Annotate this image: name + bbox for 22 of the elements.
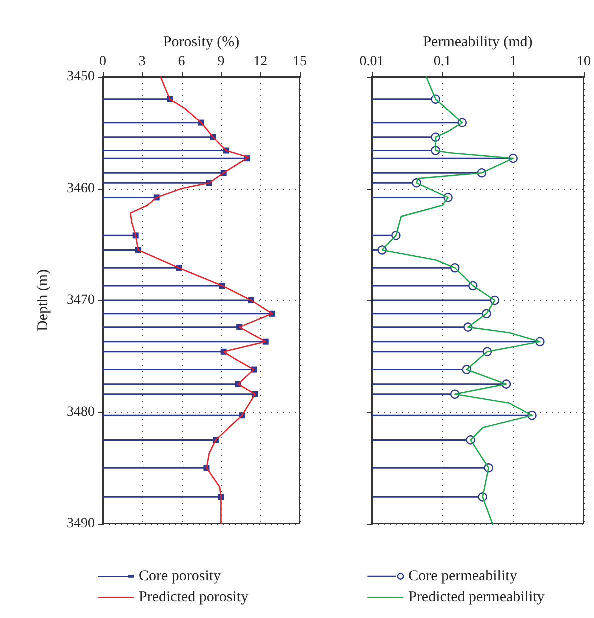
x-tick-label: 0.1	[434, 54, 452, 70]
y-tick-label: 3470	[67, 293, 95, 308]
y-tick-label: 3490	[67, 516, 95, 532]
x-tick-label: 10	[577, 54, 591, 70]
x-axis-title: Permeability (md)	[423, 34, 533, 51]
y-axis-title: Depth (m)	[36, 269, 52, 332]
legend-label: Core permeability	[408, 568, 518, 584]
x-tick-label: 9	[218, 54, 225, 70]
legend-label: Predicted permeability	[408, 590, 546, 606]
x-tick-label: 15	[293, 54, 307, 70]
x-tick-label: 0.01	[360, 54, 384, 70]
x-tick-label: 6	[178, 54, 186, 70]
x-tick-label: 1	[510, 54, 517, 70]
y-tick-label: 3480	[67, 404, 95, 420]
legend-label: Core porosity	[139, 568, 222, 584]
x-tick-label: 3	[138, 54, 146, 70]
x-tick-label: 0	[100, 54, 106, 70]
x-axis-title: Porosity (%)	[163, 34, 240, 51]
x-tick-label: 12	[254, 54, 268, 70]
legend-label: Predicted porosity	[139, 590, 250, 606]
y-tick-label: 3460	[67, 181, 95, 196]
y-tick-label: 3450	[67, 70, 95, 84]
